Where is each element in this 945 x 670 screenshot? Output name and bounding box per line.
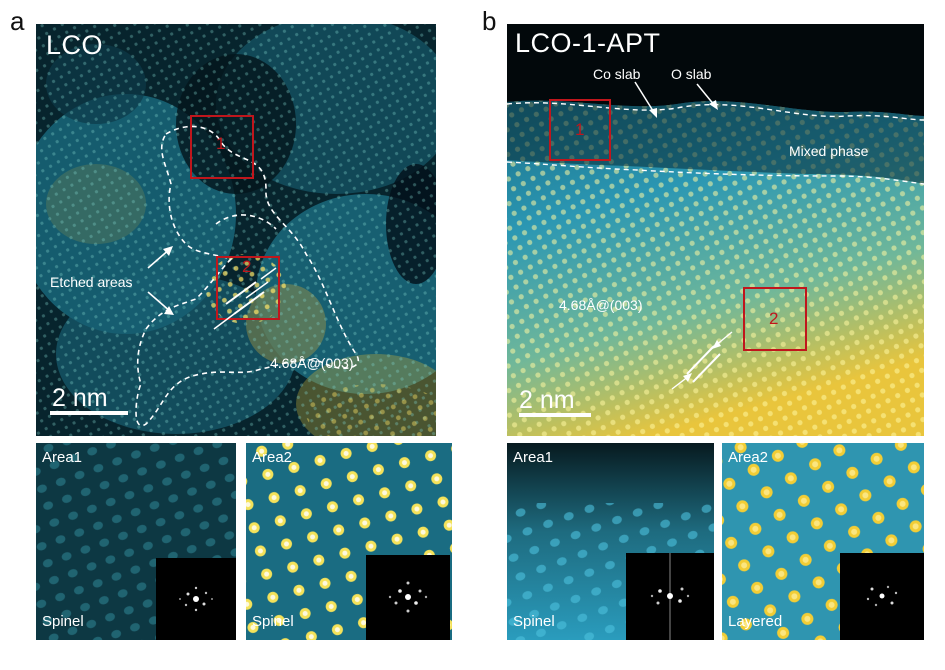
panel-b-title: LCO-1-APT [515,28,661,58]
inset-phase-label: Spinel [42,613,84,630]
roi-box-1 [549,99,611,161]
panel-b-inset-area1: Area1 Spinel [507,443,714,640]
panel-a-micrograph [36,24,436,436]
roi-label-2: 2 [769,309,779,328]
scale-label: 2 nm [52,384,108,412]
panel-a-inset-area1: Area1 Spinel [36,443,236,640]
roi-label-1: 1 [575,120,585,139]
d-spacing-label: 4.68Å@(003) [559,297,643,313]
fft-inset [626,553,714,640]
scale-label: 2 nm [519,386,575,414]
panel-b-inset-area2: Area2 Layered [722,443,924,640]
roi-box-2 [216,256,280,320]
inset-phase-label: Spinel [513,613,555,630]
roi-label-2: 2 [242,257,252,276]
panel-b-micrograph [507,24,924,436]
roi-label-1: 1 [216,134,226,153]
roi-box-2 [743,287,807,351]
inset-area-label: Area1 [513,449,554,466]
etched-areas-label: Etched areas [50,274,133,290]
inset-phase-label: Layered [728,613,783,630]
o-slab-label: O slab [671,66,712,82]
mixed-phase-label: Mixed phase [789,143,869,159]
inset-phase-label: Spinel [252,613,294,630]
panel-b-letter: b [482,6,497,36]
etched-area-outline [135,125,359,427]
d-spacing-label: 4.68Å@(003) [270,355,354,371]
scale-bar [519,413,591,417]
inset-area-label: Area2 [728,449,769,466]
roi-box-1 [190,115,254,179]
scale-bar [50,411,128,415]
panel-a-main-image: LCO 1 2 Etched areas 4.68Å@(003) 2 nm [36,24,436,436]
co-slab-label: Co slab [593,66,641,82]
fft-inset [366,555,450,640]
fft-inset [840,553,924,640]
panel-a-inset-area2: Area2 Spinel [246,443,452,640]
panel-a-title: LCO [46,30,104,60]
panel-a-letter: a [10,6,25,36]
inset-area-label: Area2 [252,449,293,466]
fft-inset [156,558,236,640]
inset-area-label: Area1 [42,449,83,466]
panel-b-main-image: LCO-1-APT Co slab O slab Mixed phase 1 2… [507,24,924,436]
